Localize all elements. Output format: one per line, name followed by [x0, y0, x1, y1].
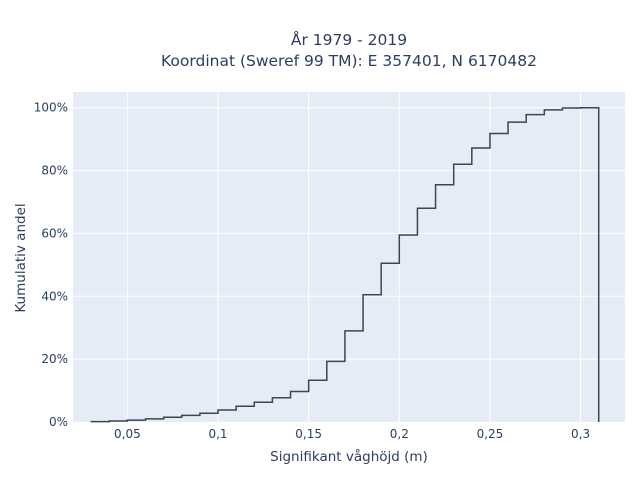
- chart-title: År 1979 - 2019: [291, 30, 407, 49]
- x-tick-label: 0,2: [390, 427, 409, 441]
- axis-ticks: 0,05 0,1 0,15 0,2 0,25 0,3 0% 20% 40% 60% 80% 100%: [34, 101, 590, 441]
- y-tick-label: 0%: [49, 415, 68, 429]
- chart-subtitle: Koordinat (Sweref 99 TM): E 357401, N 61…: [161, 52, 537, 70]
- cdf-step-line: [90, 106, 600, 423]
- plot-area: [73, 92, 625, 422]
- y-tick-label: 60%: [41, 226, 68, 240]
- cdf-series: [90, 106, 600, 423]
- x-tick-label: 0,15: [295, 427, 322, 441]
- grid-lines: [73, 92, 625, 422]
- x-tick-label: 0,05: [114, 427, 141, 441]
- x-tick-label: 0,3: [571, 427, 590, 441]
- y-tick-label: 20%: [41, 352, 68, 366]
- x-axis-title: Signifikant våghöjd (m): [270, 448, 428, 465]
- x-tick-label: 0,1: [208, 427, 227, 441]
- y-tick-label: 80%: [41, 164, 68, 178]
- x-tick-label: 0,25: [477, 427, 504, 441]
- y-axis-title: Kumulativ andel: [13, 203, 29, 312]
- y-tick-label: 100%: [34, 101, 68, 115]
- y-tick-label: 40%: [41, 289, 68, 303]
